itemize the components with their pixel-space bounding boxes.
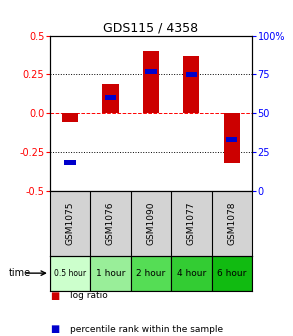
Title: GDS115 / 4358: GDS115 / 4358 [103, 22, 198, 35]
Bar [50, 256, 90, 291]
Text: 1 hour: 1 hour [96, 269, 125, 278]
Text: log ratio: log ratio [70, 292, 108, 300]
Text: percentile rank within the sample: percentile rank within the sample [70, 325, 224, 334]
Bar [62, 113, 78, 122]
Text: time: time [9, 268, 31, 278]
Bar [186, 72, 197, 77]
Text: GSM1078: GSM1078 [227, 201, 236, 245]
Bar [102, 84, 119, 113]
Bar [145, 69, 156, 74]
Text: GSM1077: GSM1077 [187, 201, 196, 245]
Text: 6 hour: 6 hour [217, 269, 246, 278]
Text: 2 hour: 2 hour [136, 269, 166, 278]
Text: 0.5 hour: 0.5 hour [54, 269, 86, 278]
Text: 4 hour: 4 hour [177, 269, 206, 278]
Bar [224, 113, 240, 163]
Text: GSM1090: GSM1090 [146, 201, 155, 245]
Bar [171, 256, 212, 291]
Text: ■: ■ [50, 291, 59, 301]
Bar [64, 160, 76, 165]
Bar [131, 256, 171, 291]
Bar [90, 256, 131, 291]
Bar [226, 137, 237, 142]
Text: GSM1075: GSM1075 [66, 201, 74, 245]
Text: ■: ■ [50, 324, 59, 334]
Bar [183, 56, 200, 113]
Bar [143, 51, 159, 113]
Bar [105, 95, 116, 100]
Text: GSM1076: GSM1076 [106, 201, 115, 245]
Bar [212, 256, 252, 291]
